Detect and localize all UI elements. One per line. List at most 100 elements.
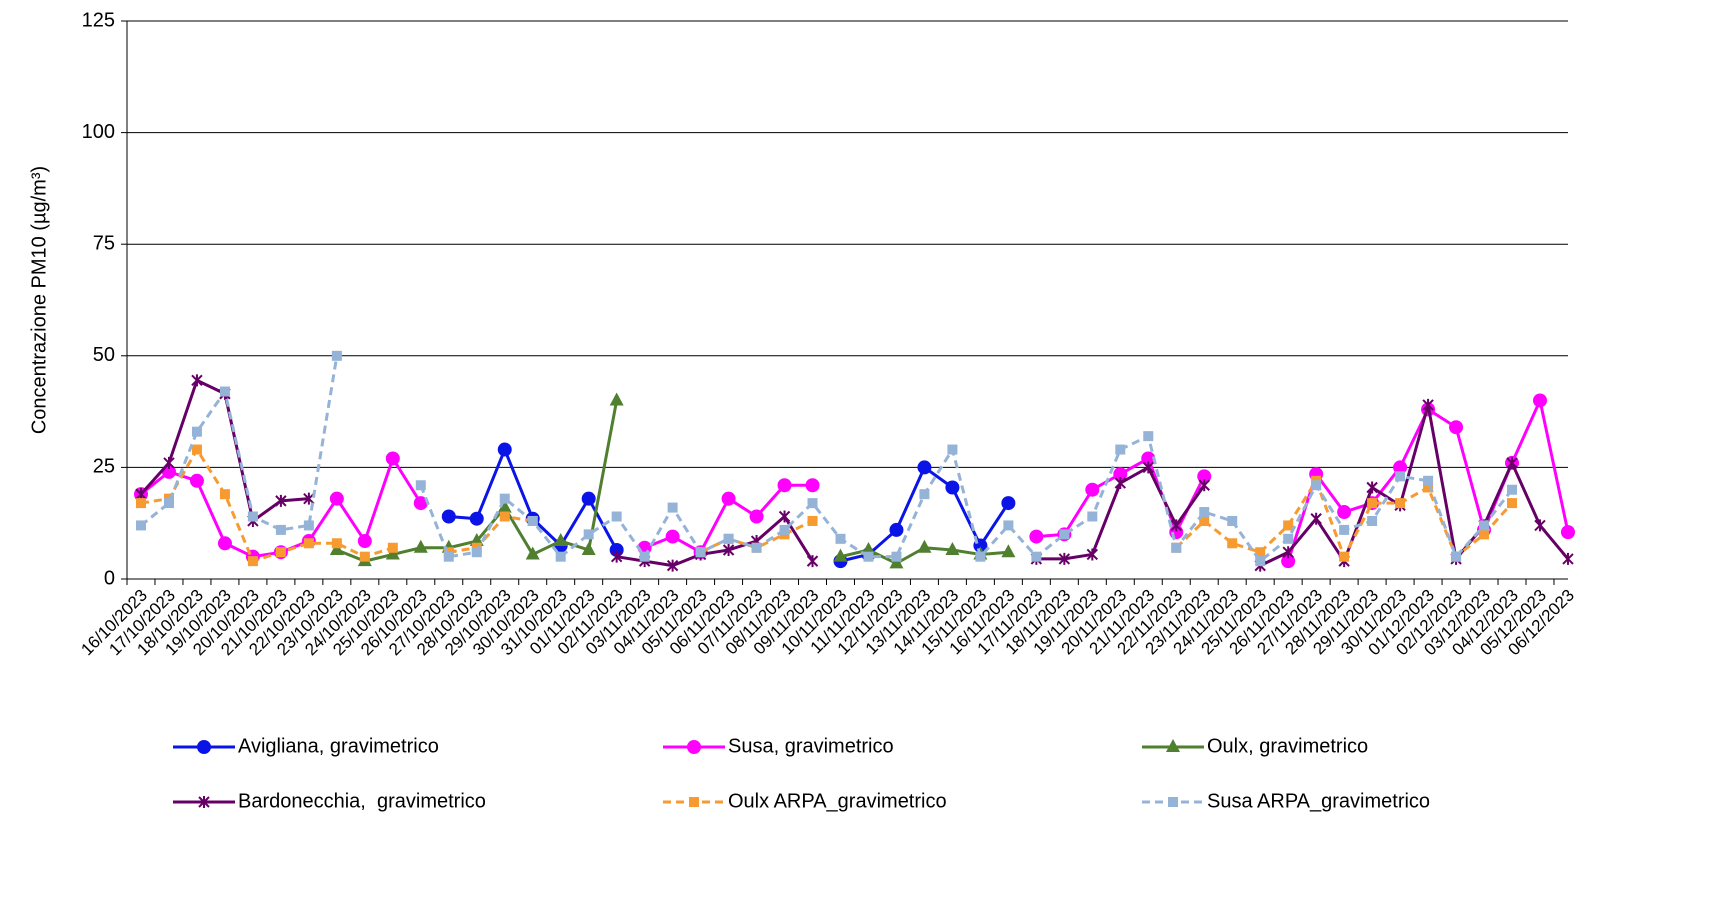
marker xyxy=(807,515,818,526)
marker xyxy=(583,529,594,540)
marker xyxy=(1283,520,1294,531)
marker xyxy=(722,543,735,556)
marker xyxy=(1393,460,1408,475)
marker xyxy=(1255,556,1266,567)
marker xyxy=(329,491,344,506)
marker xyxy=(303,492,315,505)
marker xyxy=(275,547,286,558)
marker xyxy=(1449,420,1464,435)
marker xyxy=(805,478,820,493)
marker xyxy=(1534,519,1546,532)
marker xyxy=(945,480,960,495)
marker xyxy=(1562,552,1574,565)
marker xyxy=(247,556,258,567)
marker xyxy=(919,489,930,500)
marker xyxy=(1059,529,1070,540)
marker xyxy=(610,550,623,563)
y-tick-label: 125 xyxy=(82,9,115,31)
marker xyxy=(247,511,258,522)
marker xyxy=(1003,520,1014,531)
y-tick-label: 100 xyxy=(82,121,115,143)
marker xyxy=(1339,551,1350,562)
legend-label: Susa ARPA_gravimetrico xyxy=(1207,790,1430,812)
marker xyxy=(553,533,568,547)
marker xyxy=(1282,546,1294,559)
y-tick-label: 75 xyxy=(93,232,115,254)
marker xyxy=(387,542,398,553)
marker xyxy=(1227,538,1238,549)
marker xyxy=(331,350,342,361)
marker xyxy=(1255,547,1266,558)
marker xyxy=(1141,451,1156,466)
legend-label: Susa, gravimetrico xyxy=(728,735,894,757)
marker xyxy=(555,551,566,562)
marker xyxy=(1507,484,1518,495)
marker xyxy=(527,515,538,526)
marker xyxy=(1423,475,1434,486)
marker xyxy=(163,498,174,509)
legend-marker xyxy=(197,740,211,754)
marker xyxy=(1029,529,1044,544)
marker xyxy=(385,451,400,466)
marker xyxy=(331,538,342,549)
marker xyxy=(1395,471,1406,482)
marker xyxy=(1310,512,1322,525)
marker xyxy=(1086,548,1099,561)
marker xyxy=(778,510,791,523)
marker xyxy=(191,426,202,437)
marker xyxy=(1283,533,1294,544)
marker xyxy=(1170,519,1182,532)
marker xyxy=(525,546,540,560)
marker xyxy=(1001,496,1016,511)
marker xyxy=(497,499,512,513)
marker xyxy=(275,524,286,535)
marker xyxy=(945,541,960,555)
legend-marker xyxy=(1166,739,1180,752)
marker xyxy=(917,460,932,475)
marker xyxy=(833,548,848,562)
marker xyxy=(1395,498,1406,509)
marker xyxy=(275,494,287,507)
marker xyxy=(1479,529,1490,540)
marker xyxy=(1423,482,1434,493)
marker xyxy=(1337,505,1352,520)
marker xyxy=(1058,552,1071,565)
marker xyxy=(413,539,428,553)
marker xyxy=(303,520,314,531)
marker xyxy=(471,547,482,558)
marker xyxy=(889,522,904,537)
marker xyxy=(1031,551,1042,562)
marker xyxy=(1281,554,1296,569)
marker xyxy=(1114,477,1127,490)
marker xyxy=(1560,525,1575,540)
marker xyxy=(441,509,456,524)
marker xyxy=(1199,507,1210,518)
y-tick-label: 0 xyxy=(104,567,115,589)
marker xyxy=(947,444,958,455)
marker xyxy=(1197,469,1212,484)
marker xyxy=(777,478,792,493)
marker xyxy=(1115,444,1126,455)
marker xyxy=(1507,498,1518,509)
marker xyxy=(1227,515,1238,526)
marker xyxy=(1422,398,1434,411)
marker xyxy=(217,536,232,551)
marker xyxy=(1366,481,1378,494)
marker xyxy=(863,551,874,562)
marker xyxy=(807,498,818,509)
marker xyxy=(889,555,904,569)
marker xyxy=(497,442,512,457)
legend-marker xyxy=(1168,797,1178,807)
marker xyxy=(469,511,484,526)
marker xyxy=(136,520,146,531)
marker xyxy=(1143,431,1154,442)
marker xyxy=(779,524,790,535)
legend-label: Avigliana, gravimetrico xyxy=(238,735,439,757)
marker xyxy=(695,547,706,558)
marker xyxy=(723,533,734,544)
legend-marker xyxy=(198,796,210,808)
marker xyxy=(163,456,175,469)
marker xyxy=(1085,482,1100,497)
marker xyxy=(1113,467,1128,482)
marker xyxy=(975,551,986,562)
